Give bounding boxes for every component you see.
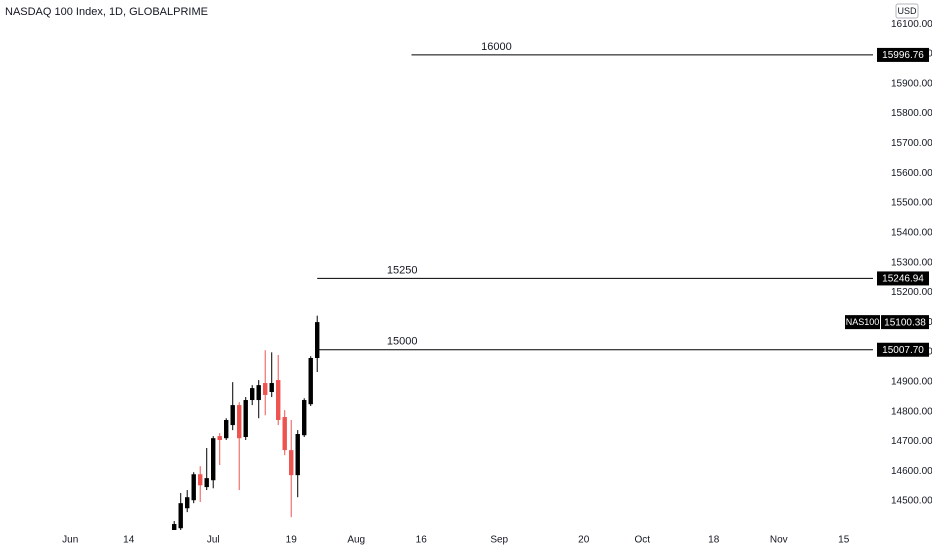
candle-body xyxy=(315,322,320,359)
line-label: 16000 xyxy=(481,41,512,53)
x-tick-label: 20 xyxy=(578,535,590,546)
price-box-label: 15007.70 xyxy=(882,345,924,356)
x-tick-label: Oct xyxy=(634,535,650,546)
candle-body xyxy=(250,388,255,401)
candle-body xyxy=(289,450,294,476)
price-box xyxy=(877,342,929,357)
y-tick-label: 16100.00 xyxy=(891,19,932,30)
currency-box xyxy=(895,3,919,19)
candle-body xyxy=(256,385,261,401)
y-tick-label: 15800.00 xyxy=(891,108,932,119)
y-tick-label: 15700.00 xyxy=(891,138,932,149)
price-box-label: 15996.76 xyxy=(882,50,924,61)
candle-body xyxy=(224,420,229,439)
price-box xyxy=(877,271,929,286)
candle-body xyxy=(185,497,190,509)
candle-body xyxy=(243,400,248,437)
candle-body xyxy=(302,400,307,436)
y-tick-label: 14500.00 xyxy=(891,496,932,507)
symbol-box xyxy=(845,315,880,330)
x-tick-label: Jul xyxy=(207,535,220,546)
x-tick-label: 16 xyxy=(416,535,428,546)
candle-body xyxy=(276,380,281,421)
candle-body xyxy=(282,417,287,451)
candle-body xyxy=(269,383,274,392)
x-tick-label: Sep xyxy=(490,535,508,546)
candle-body xyxy=(230,405,235,426)
candle-body xyxy=(237,405,242,439)
candle-body xyxy=(204,478,209,488)
x-tick-label: Jun xyxy=(62,535,78,546)
candle-body xyxy=(198,474,203,486)
currency: USD xyxy=(897,6,917,16)
candle-body xyxy=(191,474,196,501)
y-tick-label: 14900.00 xyxy=(891,376,932,387)
candle-body xyxy=(172,524,177,530)
candle-body xyxy=(263,383,268,395)
y-tick-label: 15200.00 xyxy=(891,287,932,298)
candle-body xyxy=(217,436,222,440)
y-tick-label: 15500.00 xyxy=(891,198,932,209)
y-tick-label: 15300.00 xyxy=(891,257,932,268)
candle-body xyxy=(211,438,216,481)
y-tick-label: 14600.00 xyxy=(891,466,932,477)
x-tick-label: 14 xyxy=(123,535,135,546)
candle-body xyxy=(295,434,300,476)
x-tick-label: 18 xyxy=(708,535,720,546)
y-tick-label: 14700.00 xyxy=(891,436,932,447)
line-label: 15250 xyxy=(387,264,418,276)
candle-body xyxy=(308,358,313,405)
last-price-box xyxy=(881,315,929,330)
y-tick-label: 15400.00 xyxy=(891,227,932,238)
x-tick-label: 19 xyxy=(286,535,298,546)
y-tick-label: 15600.00 xyxy=(891,168,932,179)
price-box-label: 15246.94 xyxy=(882,274,924,285)
x-tick-label: Nov xyxy=(770,535,788,546)
symbol-label: NAS100 xyxy=(846,317,880,327)
price-box xyxy=(877,47,929,62)
line-label: 15000 xyxy=(387,336,418,348)
y-tick-label: 15900.00 xyxy=(891,78,932,89)
plot-area xyxy=(172,315,320,530)
x-tick-label: 15 xyxy=(838,535,850,546)
y-tick-label: 14800.00 xyxy=(891,406,932,417)
candle-body xyxy=(178,503,183,529)
x-tick-label: Aug xyxy=(347,535,365,546)
chart-title: NASDAQ 100 Index, 1D, GLOBALPRIME xyxy=(5,6,208,18)
last-price-label: 15100.38 xyxy=(884,317,926,328)
